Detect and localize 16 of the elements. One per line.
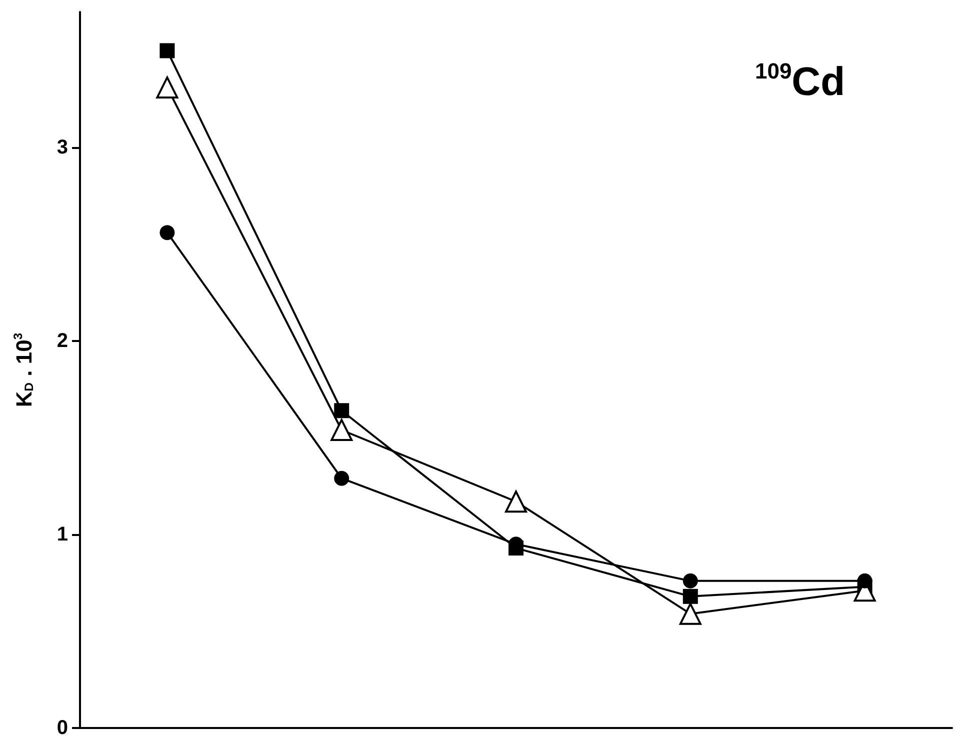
point	[857, 573, 872, 588]
point	[330, 418, 353, 441]
y-tick-label: 1	[56, 523, 68, 546]
point	[334, 403, 350, 418]
y-tick-label: 3	[56, 136, 68, 158]
y-tick-label: 2	[56, 330, 68, 352]
point	[505, 490, 527, 513]
y-axis-title: KD . 103	[11, 332, 36, 408]
point	[334, 470, 350, 486]
point	[682, 588, 698, 604]
point	[160, 43, 175, 58]
point	[156, 76, 178, 98]
point	[160, 225, 175, 240]
point	[679, 602, 702, 625]
y-tick-label: 0	[56, 717, 68, 739]
point	[682, 573, 698, 588]
